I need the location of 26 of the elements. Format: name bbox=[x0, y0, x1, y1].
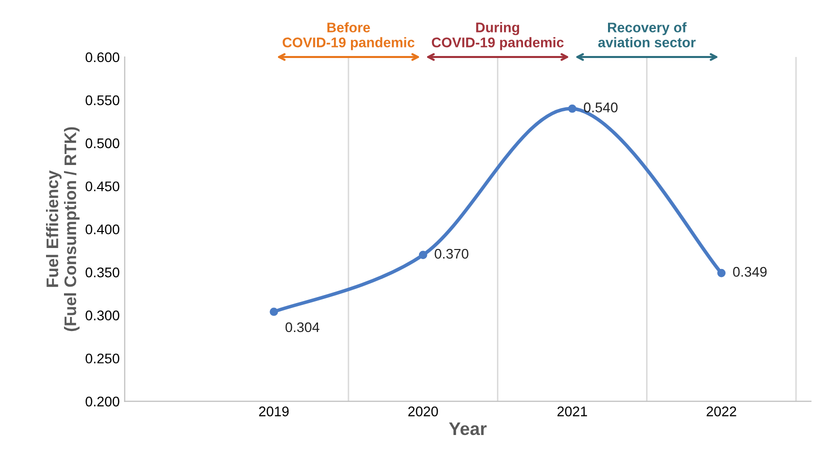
point bbox=[270, 308, 278, 316]
text: Recovery of aviation sector bbox=[598, 22, 696, 48]
text: Before COVID-19 pandemic bbox=[282, 22, 414, 50]
y-tick-label: 0.450 bbox=[86, 181, 120, 192]
data-label: 0.540 bbox=[584, 102, 618, 112]
data-label: 0.349 bbox=[733, 266, 767, 277]
text: During COVID-19 pandemic bbox=[432, 22, 564, 50]
y-axis-title: Fuel Efficiency (Fuel Consumption / RTK) bbox=[46, 127, 80, 332]
y-tick-label: 0.550 bbox=[86, 95, 120, 106]
y-tick-label: 0.200 bbox=[86, 396, 120, 406]
x-tick-label: 2020 bbox=[408, 406, 438, 416]
point bbox=[568, 104, 576, 113]
data-label: 0.370 bbox=[434, 248, 468, 259]
y-tick-label: 0.500 bbox=[86, 138, 120, 148]
y-tick-label: 0.250 bbox=[86, 354, 120, 364]
y-tick-label: 0.600 bbox=[86, 52, 120, 62]
y-tick-label: 0.300 bbox=[86, 310, 120, 320]
point bbox=[418, 250, 428, 260]
data-label: 0.304 bbox=[286, 322, 320, 332]
point bbox=[717, 268, 726, 278]
y-tick-label: 0.350 bbox=[86, 268, 120, 278]
y-tick-label: 0.400 bbox=[86, 224, 120, 234]
x-tick-label: 2021 bbox=[557, 406, 588, 416]
x-tick-label: 2019 bbox=[259, 406, 289, 416]
x-axis-title: Year bbox=[449, 422, 487, 436]
x-tick-label: 2022 bbox=[706, 406, 736, 416]
